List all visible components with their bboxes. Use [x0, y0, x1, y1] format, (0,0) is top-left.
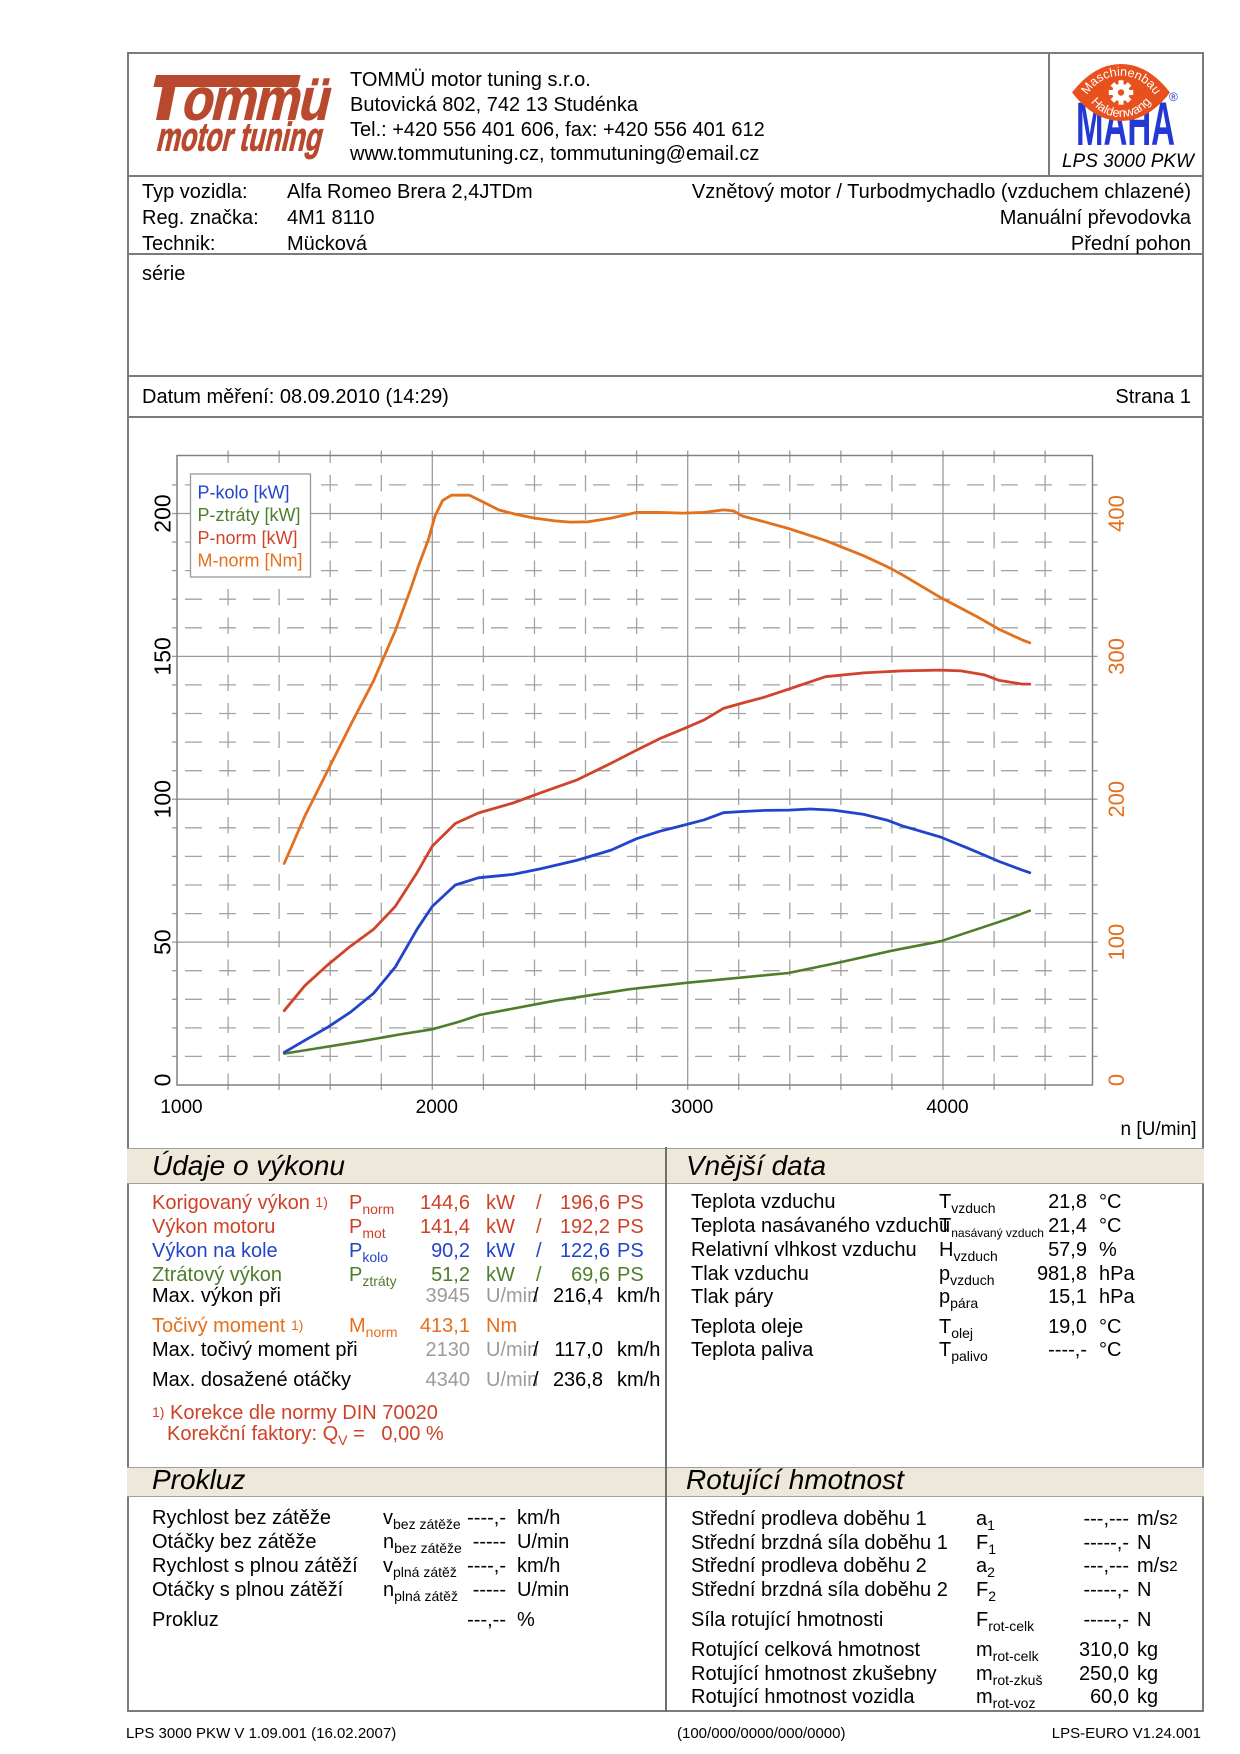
svg-text:100: 100 — [1103, 924, 1128, 961]
svg-text:4000: 4000 — [926, 1097, 968, 1118]
svg-text:150: 150 — [149, 637, 175, 675]
svg-text:50: 50 — [149, 929, 175, 955]
svg-text:0: 0 — [1103, 1074, 1128, 1086]
svg-text:P-kolo [kW]: P-kolo [kW] — [197, 483, 289, 503]
svg-text:0: 0 — [149, 1074, 175, 1087]
svg-text:400: 400 — [1103, 495, 1128, 532]
svg-text:2000: 2000 — [415, 1097, 457, 1118]
svg-text:P-norm [kW]: P-norm [kW] — [197, 528, 297, 548]
svg-text:200: 200 — [1103, 781, 1128, 818]
svg-text:ommü: ommü — [177, 66, 338, 132]
svg-text:1000: 1000 — [160, 1097, 202, 1118]
svg-text:300: 300 — [1103, 638, 1128, 675]
svg-text:P-ztráty [kW]: P-ztráty [kW] — [197, 505, 300, 525]
svg-text:®: ® — [1169, 90, 1178, 104]
svg-text:motor tuning: motor tuning — [153, 114, 328, 159]
svg-text:200: 200 — [149, 494, 175, 532]
svg-text:n [U/min]: n [U/min] — [1120, 1119, 1196, 1140]
svg-text:100: 100 — [149, 780, 175, 818]
svg-text:M-norm [Nm]: M-norm [Nm] — [197, 550, 302, 570]
svg-text:3000: 3000 — [671, 1097, 713, 1118]
